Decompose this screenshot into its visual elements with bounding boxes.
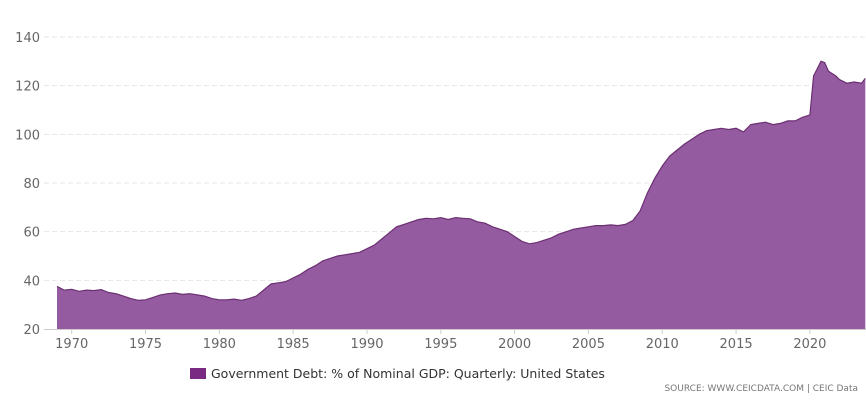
x-tick-label: 2010 — [646, 337, 679, 352]
x-tick-label: 1980 — [203, 337, 236, 352]
y-tick-label: 40 — [23, 274, 40, 289]
x-tick-label: 2020 — [793, 337, 826, 352]
y-tick-label: 120 — [15, 80, 40, 95]
series-line — [56, 60, 866, 301]
x-tick-label: 2015 — [720, 337, 753, 352]
x-tick-label: 1995 — [424, 337, 457, 352]
y-tick-label: 20 — [23, 323, 40, 338]
source-note: SOURCE: WWW.CEICDATA.COM | CEIC Data — [664, 384, 858, 394]
x-tick-label: 1990 — [350, 337, 383, 352]
x-tick-label: 2005 — [572, 337, 605, 352]
y-tick-label: 60 — [23, 226, 40, 241]
x-tick-label: 1970 — [55, 337, 88, 352]
x-tick-label: 2000 — [498, 337, 531, 352]
x-tick-label: 1985 — [277, 337, 310, 352]
legend[interactable]: Government Debt: % of Nominal GDP: Quart… — [190, 366, 605, 381]
y-tick-label: 140 — [15, 31, 40, 46]
y-tick-label: 100 — [15, 128, 40, 143]
y-axis: 20 40 60 80 100 120 140 — [15, 31, 40, 338]
area-layer — [56, 60, 866, 330]
series-area — [57, 61, 866, 330]
legend-label: Government Debt: % of Nominal GDP: Quart… — [211, 366, 605, 381]
legend-swatch — [190, 368, 206, 379]
x-axis: 1970 1975 1980 1985 1990 1995 2000 2005 2010 2015… — [44, 329, 866, 352]
x-tick-label: 1975 — [129, 337, 162, 352]
y-tick-label: 80 — [23, 177, 40, 192]
